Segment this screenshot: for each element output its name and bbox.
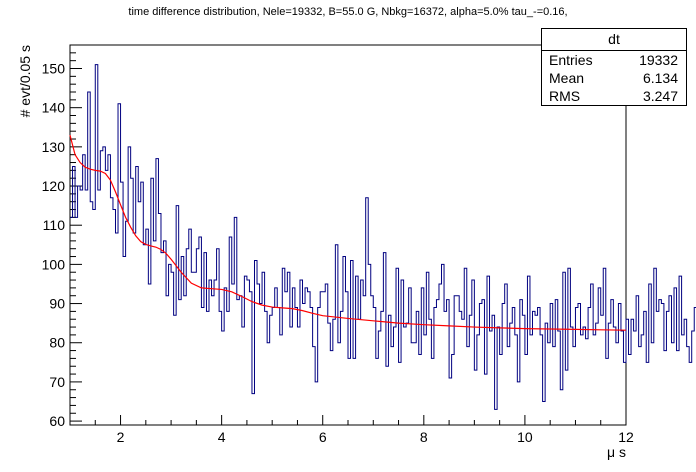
- stats-box-name: dt: [542, 29, 686, 51]
- fit-curve: [69, 134, 627, 331]
- x-tick-label: 12: [618, 429, 634, 445]
- stats-value: 3.247: [642, 88, 678, 104]
- y-tick-label: 140: [42, 100, 66, 116]
- y-tick-label: 110: [43, 217, 66, 233]
- y-axis-label: # evt/0.05 s: [17, 45, 33, 117]
- stats-row-entries: Entries 19332: [542, 51, 686, 69]
- y-tick-label: 130: [42, 139, 66, 155]
- y-tick-label: 100: [42, 256, 66, 272]
- x-axis: 2 4 6 8 10 12: [69, 415, 634, 445]
- y-tick-label: 60: [49, 413, 65, 429]
- y-tick-label: 80: [49, 335, 65, 351]
- x-tick-label: 10: [517, 429, 533, 445]
- histogram-series: [70, 64, 696, 410]
- stats-row-rms: RMS 3.247: [542, 87, 686, 105]
- x-axis-label: μ s: [607, 444, 626, 460]
- x-tick-label: 8: [420, 429, 428, 445]
- stats-row-mean: Mean 6.134: [542, 69, 686, 87]
- y-axis: 60 70 80 90 100 110 120 130 140 150: [42, 52, 82, 429]
- x-tick-label: 4: [218, 429, 226, 445]
- y-tick-label: 150: [42, 61, 66, 77]
- y-tick-label: 120: [42, 178, 66, 194]
- stats-label: Entries: [549, 52, 593, 68]
- x-tick-label: 6: [319, 429, 327, 445]
- stats-box: dt Entries 19332 Mean 6.134 RMS 3.247: [541, 28, 687, 106]
- y-tick-label: 90: [49, 296, 65, 312]
- stats-value: 6.134: [642, 70, 678, 86]
- stats-label: RMS: [549, 88, 581, 104]
- x-tick-label: 2: [117, 429, 125, 445]
- stats-label: Mean: [549, 70, 585, 86]
- y-tick-label: 70: [49, 374, 65, 390]
- stats-value: 19332: [639, 52, 678, 68]
- chart-title: time difference distribution, Nele=19332…: [128, 6, 568, 18]
